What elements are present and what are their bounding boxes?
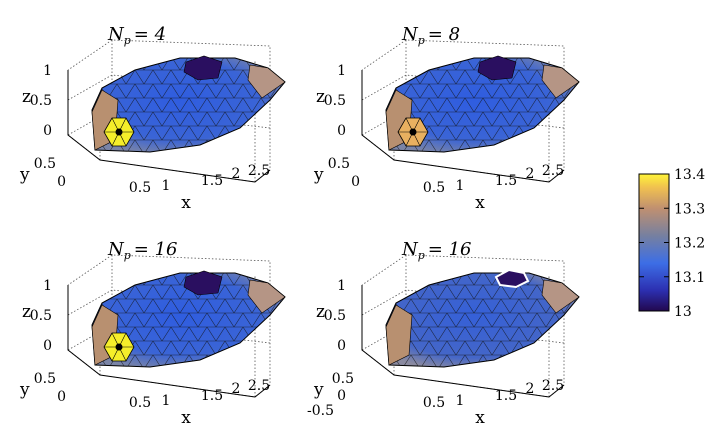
surface-mesh (386, 273, 579, 367)
z-tick-label: 1 (43, 278, 52, 294)
z-tick-label: 1 (43, 63, 52, 79)
z-axis-label: z (22, 87, 31, 107)
colorbar-tick-label: 13.2 (674, 236, 705, 252)
panel-title: Np = 16 (401, 239, 472, 262)
patch-center-marker (115, 343, 123, 351)
x-tick-label: 1.5 (201, 173, 223, 189)
z-tick-label: 0.5 (324, 308, 346, 324)
surface-right-end (541, 279, 580, 314)
axes-lines (361, 70, 565, 183)
y-axis-label: y (313, 165, 324, 185)
x-axis-label: x (475, 408, 485, 428)
low-value-patch (183, 55, 223, 81)
panel-title: Np = 16 (107, 239, 178, 262)
x-tick-label: 1.5 (495, 388, 517, 404)
x-tick-label: 1.5 (495, 173, 517, 189)
x-tick-label: 0.5 (423, 395, 445, 411)
y-axis-label: y (19, 380, 30, 400)
surface-mesh (92, 273, 285, 367)
patch-center-marker (409, 128, 417, 136)
z-axis-label: z (22, 302, 31, 322)
outlined-patch (494, 268, 530, 289)
x-tick-label: 2 (526, 381, 535, 397)
y-tick-label: 0.5 (34, 156, 56, 172)
y-tick-label: 0.5 (332, 371, 354, 387)
low-value-patch (183, 270, 223, 296)
x-tick-label: 1 (456, 178, 465, 194)
colorbar: 13.4 13.3 13.2 13.1 13 (638, 167, 705, 320)
x-axis-label: x (181, 408, 191, 428)
x-axis-label: x (181, 193, 191, 213)
axes-lines (67, 70, 271, 183)
x-tick-label: 0.5 (423, 180, 445, 196)
x-tick-label: 2.5 (248, 163, 270, 179)
y-tick-label: 0.5 (34, 371, 56, 387)
surface-mesh (386, 58, 579, 152)
low-value-patch (477, 55, 517, 81)
z-tick-label: 0.5 (324, 93, 346, 109)
x-tick-label: 1 (456, 393, 465, 409)
y-axis-label: y (19, 165, 30, 185)
surface-mesh (92, 58, 285, 152)
y-axis-label: y (313, 380, 324, 400)
y-tick-label: 0 (337, 388, 346, 404)
x-tick-label: 2.5 (542, 163, 564, 179)
z-tick-label: 1 (337, 278, 346, 294)
y-tick-label: -0.5 (307, 403, 334, 419)
x-tick-label: 0.5 (129, 180, 151, 196)
axes-lines (361, 285, 565, 398)
z-tick-label: 1 (337, 63, 346, 79)
x-tick-label: 1 (162, 393, 171, 409)
z-tick-label: 0 (337, 338, 346, 354)
y-tick-label: 0 (57, 174, 66, 190)
z-tick-label: 0 (43, 123, 52, 139)
z-axis-label: z (316, 87, 325, 107)
y-tick-label: 0 (57, 389, 66, 405)
x-tick-label: 1 (162, 178, 171, 194)
x-tick-label: 2.5 (248, 378, 270, 394)
surface-right-end (247, 279, 286, 314)
surface-right-end (247, 64, 286, 99)
colorbar-tick-label: 13 (674, 304, 692, 320)
z-tick-label: 0.5 (30, 308, 52, 324)
colorbar-tick-label: 13.3 (674, 201, 705, 217)
x-tick-label: 2 (232, 166, 241, 182)
z-tick-label: 0 (337, 123, 346, 139)
x-tick-label: 1.5 (201, 388, 223, 404)
x-axis-label: x (475, 193, 485, 213)
z-tick-label: 0 (43, 338, 52, 354)
x-tick-label: 0.5 (129, 395, 151, 411)
surface-left-end (385, 304, 413, 366)
z-tick-label: 0.5 (30, 93, 52, 109)
panel-title: Np = 8 (401, 24, 460, 47)
colorbar-tick-label: 13.4 (674, 167, 705, 183)
panel-title: Np = 4 (107, 24, 166, 47)
colorbar-tick-label: 13.1 (674, 270, 705, 286)
x-tick-label: 2 (232, 381, 241, 397)
x-tick-label: 2.5 (542, 378, 564, 394)
y-tick-label: 0.5 (328, 156, 350, 172)
z-axis-label: z (316, 302, 325, 322)
x-tick-label: 2 (526, 166, 535, 182)
surface-right-end (541, 64, 580, 99)
y-tick-label: 0 (351, 174, 360, 190)
axes-lines (67, 285, 271, 398)
patch-center-marker (115, 128, 123, 136)
